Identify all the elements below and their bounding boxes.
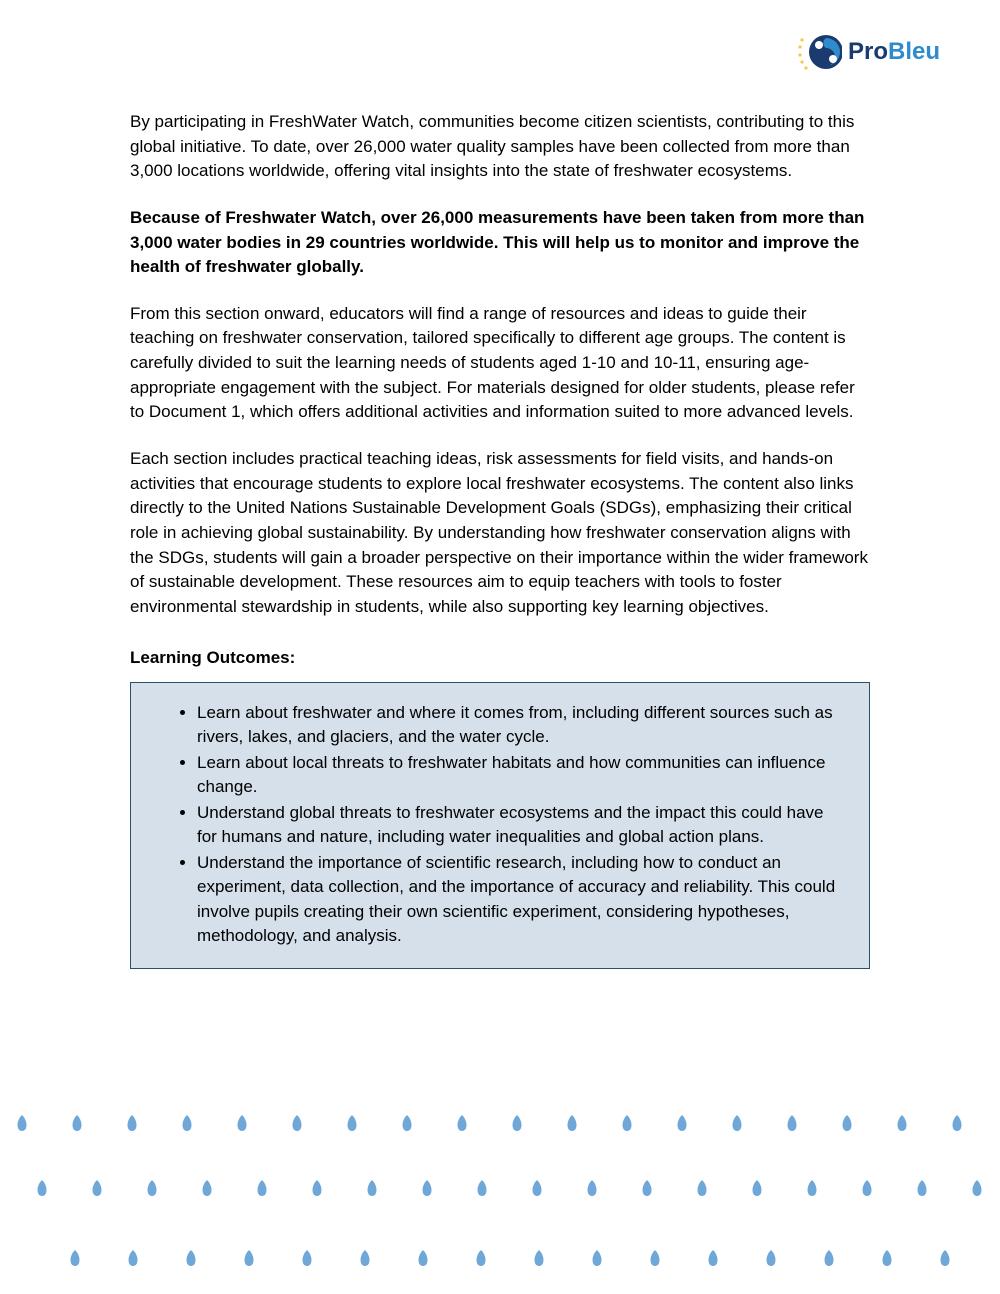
drop-icon [843, 1115, 852, 1131]
drop-icon [808, 1180, 817, 1196]
drop-icon [18, 1115, 27, 1131]
drop-icon [148, 1180, 157, 1196]
drop-icon [973, 1180, 982, 1196]
drop-icon [678, 1115, 687, 1131]
drop-icon [825, 1250, 834, 1266]
drop-icon [348, 1115, 357, 1131]
drop-icon [918, 1180, 927, 1196]
page: ProBleu By participating in FreshWater W… [0, 0, 1000, 1294]
drop-icon [623, 1115, 632, 1131]
drop-icon [767, 1250, 776, 1266]
drop-icon [245, 1250, 254, 1266]
drop-icon [753, 1180, 762, 1196]
drop-icon [258, 1180, 267, 1196]
drop-icon [419, 1250, 428, 1266]
drop-icon [533, 1180, 542, 1196]
drop-icon [863, 1180, 872, 1196]
drop-icon [698, 1180, 707, 1196]
drop-icon [238, 1115, 247, 1131]
drop-icon [883, 1250, 892, 1266]
drop-icon [203, 1180, 212, 1196]
drop-icon [733, 1115, 742, 1131]
decorative-drops [0, 0, 1000, 1294]
drop-icon [643, 1180, 652, 1196]
drop-icon [588, 1180, 597, 1196]
drop-icon [128, 1115, 137, 1131]
drop-icon [187, 1250, 196, 1266]
drop-icon [423, 1180, 432, 1196]
drop-icon [361, 1250, 370, 1266]
drop-icon [303, 1250, 312, 1266]
drop-icon [709, 1250, 718, 1266]
drop-icon [898, 1115, 907, 1131]
drop-icon [788, 1115, 797, 1131]
drop-icon [651, 1250, 660, 1266]
drop-icon [953, 1115, 962, 1131]
drop-icon [568, 1115, 577, 1131]
drop-icon [93, 1180, 102, 1196]
drop-icon [293, 1115, 302, 1131]
drop-icon [477, 1250, 486, 1266]
drop-icon [403, 1115, 412, 1131]
drop-icon [38, 1180, 47, 1196]
drop-icon [368, 1180, 377, 1196]
drop-icon [129, 1250, 138, 1266]
drop-icon [183, 1115, 192, 1131]
drop-icon [478, 1180, 487, 1196]
drop-icon [513, 1115, 522, 1131]
drop-icon [313, 1180, 322, 1196]
drop-icon [458, 1115, 467, 1131]
drop-icon [71, 1250, 80, 1266]
drop-icon [941, 1250, 950, 1266]
drop-icon [535, 1250, 544, 1266]
drop-icon [593, 1250, 602, 1266]
drop-icon [73, 1115, 82, 1131]
